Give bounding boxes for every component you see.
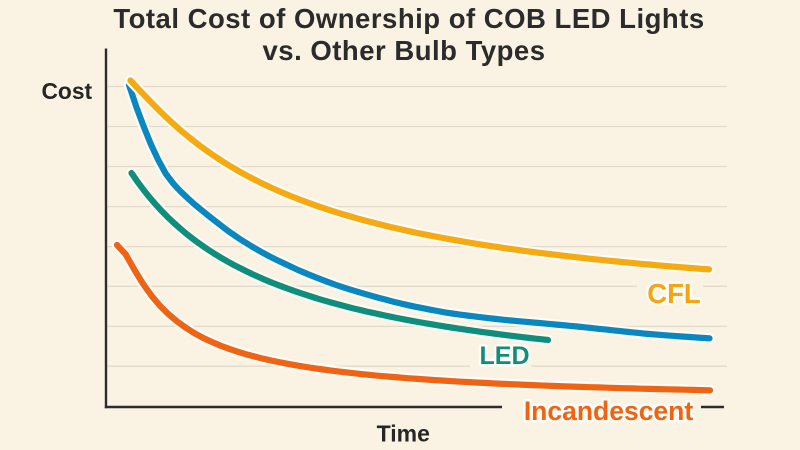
svg-text:Time: Time (377, 421, 430, 447)
svg-text:Cost: Cost (41, 78, 92, 104)
svg-text:Total Cost of Ownership of COB: Total Cost of Ownership of COB LED Light… (113, 3, 704, 34)
svg-text:CFL: CFL (647, 278, 700, 309)
svg-text:Incandescent: Incandescent (524, 396, 694, 426)
svg-text:LED: LED (480, 342, 530, 370)
svg-text:vs. Other Bulb Types: vs. Other Bulb Types (262, 35, 545, 66)
